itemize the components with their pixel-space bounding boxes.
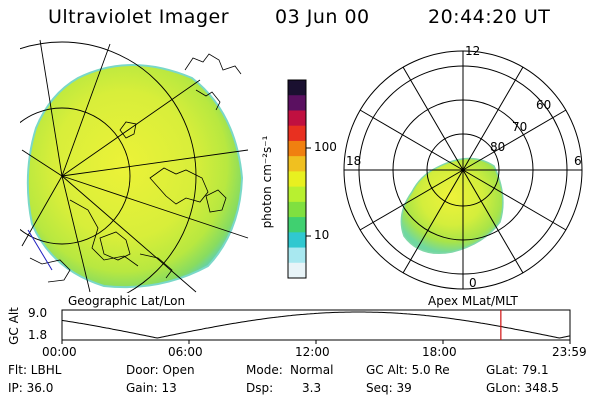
colorbar-swatch <box>288 186 306 203</box>
colorbar-swatch <box>288 232 306 249</box>
colorbar-swatch <box>288 201 306 218</box>
info-glat: GLat: 79.1 <box>486 363 549 377</box>
info-dsp-label: Dsp: <box>246 381 274 395</box>
colorbar-swatch <box>288 110 306 127</box>
info-flt: Flt: LBHL <box>8 363 62 377</box>
info-dsp-value: 3.3 <box>302 381 322 395</box>
info-glon: GLon: 348.5 <box>486 381 559 395</box>
xtick-0600: 06:00 <box>168 345 203 359</box>
colorbar-swatch <box>288 95 306 111</box>
mlt-spokes <box>344 51 582 289</box>
altitude-ytick-9: 9.0 <box>28 306 48 320</box>
app-title: Ultraviolet Imager <box>48 6 230 28</box>
colorbar-swatch <box>288 217 306 233</box>
altitude-frame <box>61 309 571 341</box>
altitude-plot <box>61 309 571 344</box>
altitude-ylabel: GC Alt <box>7 307 21 345</box>
colorbar-swatch <box>288 262 306 279</box>
lat-lon-grid <box>20 39 249 293</box>
polar-caption: Apex MLat/MLT <box>428 294 518 308</box>
info-door: Door: Open <box>126 363 195 377</box>
info-seq: Seq: 39 <box>366 381 412 395</box>
xtick-1800: 18:00 <box>422 345 457 359</box>
xtick-2359: 23:59 <box>552 345 587 359</box>
altitude-ytick-1.8: 1.8 <box>28 328 48 342</box>
colorbar-swatch <box>288 80 306 96</box>
info-gcalt: GC Alt: 5.0 Re <box>366 363 450 377</box>
coastlines <box>29 53 242 283</box>
colorbar-swatch <box>288 156 306 172</box>
xtick-1200: 12:00 <box>295 345 330 359</box>
mlt-label-6: 6 <box>574 154 582 168</box>
colorbar-label-10: 10 <box>314 228 330 242</box>
mlt-label-12: 12 <box>465 44 481 58</box>
colorbar-frame <box>287 79 307 279</box>
info-mode-value: Normal <box>290 363 334 377</box>
polar-plot <box>343 50 583 290</box>
colorbar-unit-label: photon cm⁻²s⁻¹ <box>260 135 274 229</box>
mlt-label-0: 0 <box>469 276 477 290</box>
geo-caption: Geographic Lat/Lon <box>68 294 186 308</box>
time-label: 20:44:20 UT <box>428 6 551 28</box>
mlt-label-18: 18 <box>346 154 362 168</box>
info-ip: IP: 36.0 <box>8 381 54 395</box>
mlat-label-60: 60 <box>536 98 552 112</box>
info-mode-label: Mode: <box>246 363 283 377</box>
altitude-curve <box>61 311 571 339</box>
geographic-map <box>20 39 249 293</box>
colorbar-swatch <box>288 247 306 264</box>
colorbar-swatch <box>288 171 306 188</box>
info-gain: Gain: 13 <box>126 381 177 395</box>
xtick-0000: 00:00 <box>42 345 77 359</box>
colorbar-swatch <box>288 140 306 157</box>
colorbar-swatch <box>288 125 306 142</box>
aurora-geo-image <box>26 64 244 289</box>
mlat-label-70: 70 <box>512 120 528 134</box>
mlat-label-80: 80 <box>490 140 506 154</box>
date-label: 03 Jun 00 <box>275 6 370 28</box>
colorbar <box>288 80 306 279</box>
colorbar-label-100: 100 <box>314 140 337 154</box>
